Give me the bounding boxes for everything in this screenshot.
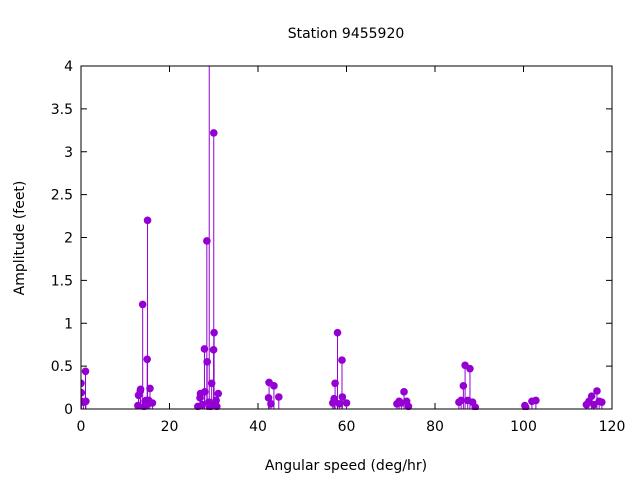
stem-point bbox=[335, 400, 344, 408]
y-tick-label: 2.5 bbox=[51, 188, 73, 204]
stem-point bbox=[400, 388, 408, 396]
y-tick-label: 1.5 bbox=[51, 273, 73, 289]
stem-point bbox=[274, 393, 283, 401]
stem-point bbox=[138, 300, 147, 309]
stem-point bbox=[466, 364, 474, 373]
stem-point bbox=[210, 328, 218, 337]
stem-point bbox=[587, 392, 596, 400]
y-axis-label: Amplitude (feet) bbox=[12, 181, 28, 296]
x-tick-label: 40 bbox=[249, 419, 267, 435]
x-tick-label: 100 bbox=[510, 419, 537, 435]
stem-point bbox=[143, 216, 152, 225]
stem-point bbox=[146, 384, 154, 393]
stem-point bbox=[267, 400, 275, 408]
y-tick-label: 1 bbox=[64, 316, 73, 332]
y-tick-label: 3.5 bbox=[51, 102, 73, 118]
stem-point bbox=[338, 393, 347, 401]
stem-point bbox=[203, 358, 211, 366]
stem-point bbox=[81, 367, 90, 376]
stem-point bbox=[213, 402, 221, 410]
x-tick-label: 60 bbox=[338, 419, 356, 435]
x-axis-label: Angular speed (deg/hr) bbox=[265, 458, 427, 474]
chart-title: Station 9455920 bbox=[288, 26, 405, 42]
stem-point bbox=[331, 379, 339, 388]
stem-point bbox=[532, 396, 540, 405]
y-tick-label: 2 bbox=[64, 231, 73, 247]
x-tick-label: 80 bbox=[426, 419, 444, 435]
y-tick-label: 4 bbox=[64, 59, 73, 75]
stem-point bbox=[270, 382, 278, 390]
stem-point bbox=[598, 398, 606, 406]
x-tick-label: 120 bbox=[599, 419, 626, 435]
y-tick-label: 0 bbox=[64, 402, 73, 418]
x-tick-label: 20 bbox=[161, 419, 179, 435]
axis-ticks: 0 20 40 60 80 100 120 0 0.5 1 1.5 2 2.5 3 3.5 4 bbox=[51, 59, 626, 435]
stem-point bbox=[214, 389, 223, 398]
stem-point bbox=[81, 388, 86, 397]
stem-point bbox=[264, 394, 273, 402]
stem-point bbox=[82, 397, 90, 406]
y-tick-label: 3 bbox=[64, 145, 73, 161]
stem-point bbox=[81, 379, 85, 388]
stem-point bbox=[134, 401, 142, 410]
stem-point bbox=[459, 382, 468, 390]
stem-point bbox=[136, 385, 145, 394]
stem-point bbox=[209, 129, 218, 137]
stem-point bbox=[330, 394, 338, 403]
stem-point bbox=[593, 387, 601, 395]
stem-point bbox=[404, 402, 413, 410]
data-marks bbox=[81, 19, 606, 410]
y-tick-label: 0.5 bbox=[51, 359, 73, 375]
stem-point bbox=[205, 19, 213, 27]
stem-point bbox=[342, 399, 351, 407]
stem-point bbox=[471, 403, 480, 410]
stem-point bbox=[338, 356, 346, 364]
x-tick-label: 0 bbox=[77, 419, 86, 435]
stem-point bbox=[333, 328, 342, 337]
plot-border bbox=[80, 65, 613, 410]
stem-point bbox=[148, 399, 157, 407]
stem-point bbox=[521, 403, 530, 410]
